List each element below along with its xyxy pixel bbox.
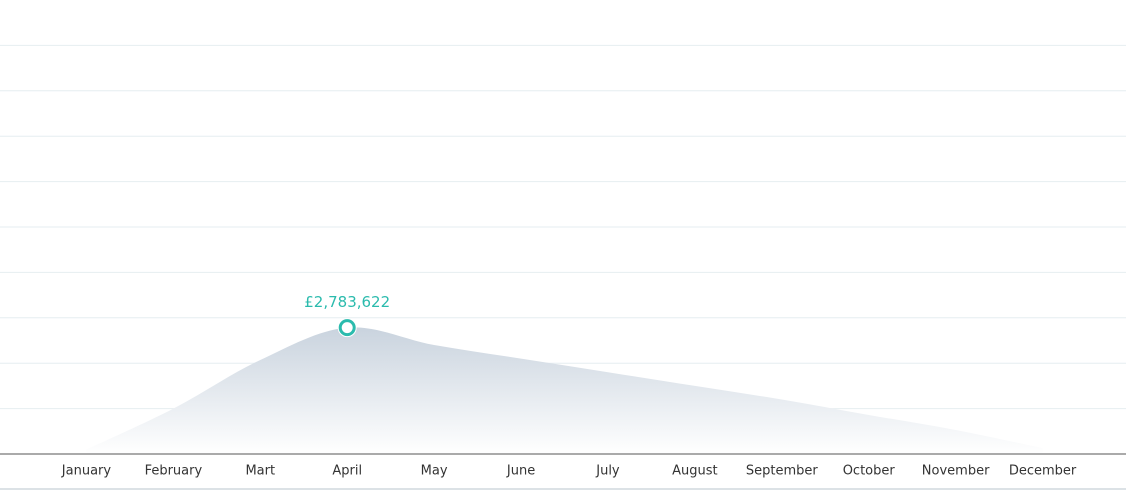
x-tick-label: April — [332, 464, 362, 479]
area — [86, 327, 1043, 454]
x-tick-label: December — [1009, 464, 1077, 479]
x-tick-label: January — [61, 464, 112, 479]
x-tick-label: Mart — [245, 464, 275, 479]
point-marker-ring — [338, 319, 356, 337]
x-tick-label: May — [421, 464, 448, 479]
x-tick-label: October — [843, 464, 896, 479]
x-tick-label: September — [746, 464, 819, 479]
x-tick-label: August — [672, 464, 718, 479]
value-label: £2,783,622 — [304, 293, 390, 311]
x-tick-label: July — [595, 464, 620, 479]
x-tick-label: June — [506, 464, 535, 479]
x-tick-label: February — [145, 464, 203, 479]
x-tick-label: November — [922, 464, 990, 479]
